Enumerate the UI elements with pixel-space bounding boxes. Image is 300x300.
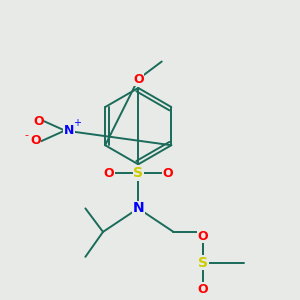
Text: S: S — [133, 166, 143, 180]
Text: O: O — [33, 115, 44, 128]
Text: S: S — [198, 256, 208, 270]
Text: O: O — [103, 167, 114, 180]
Text: N: N — [132, 201, 144, 215]
Text: O: O — [198, 230, 208, 243]
Text: O: O — [133, 73, 144, 85]
Text: O: O — [162, 167, 173, 180]
Text: N: N — [64, 124, 74, 137]
Text: O: O — [30, 134, 41, 147]
Text: +: + — [73, 118, 81, 128]
Text: O: O — [198, 283, 208, 296]
Text: -: - — [25, 130, 28, 140]
